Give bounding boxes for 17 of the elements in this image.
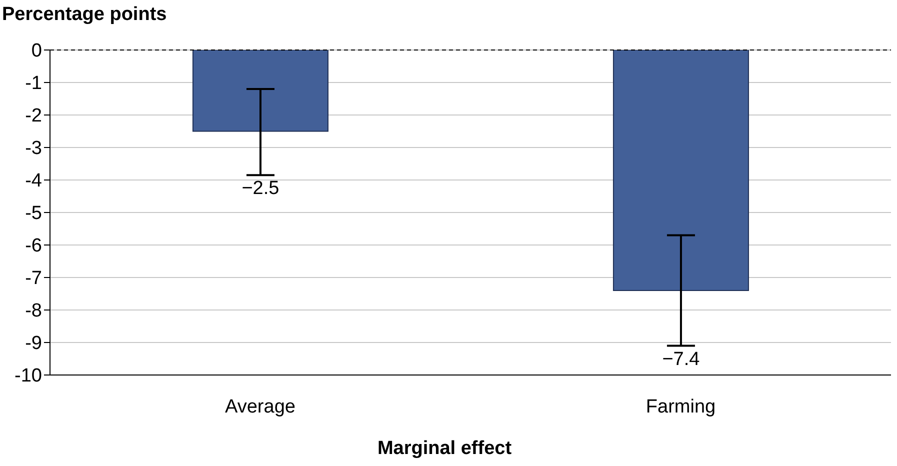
y-tick-label: 0 — [31, 40, 42, 62]
data-label: −7.4 — [662, 348, 700, 370]
y-tick-label: -3 — [25, 138, 42, 160]
y-tick-label: -7 — [25, 268, 42, 290]
x-tick-label: Farming — [646, 396, 716, 418]
y-tick-label: -10 — [14, 366, 42, 387]
y-tick-label: -9 — [25, 333, 42, 354]
y-tick-label: -6 — [25, 236, 42, 257]
y-tick-label: -4 — [25, 170, 42, 192]
x-tick-label: Average — [225, 396, 296, 418]
x-axis-title: Marginal effect — [376, 438, 513, 460]
y-tick-label: -5 — [25, 203, 42, 224]
y-tick-label: -8 — [25, 300, 42, 322]
y-axis-title: Percentage points — [2, 4, 167, 26]
y-tick-label: -2 — [25, 106, 42, 127]
y-tick-label: -1 — [25, 73, 42, 94]
data-label: −2.5 — [242, 178, 280, 200]
